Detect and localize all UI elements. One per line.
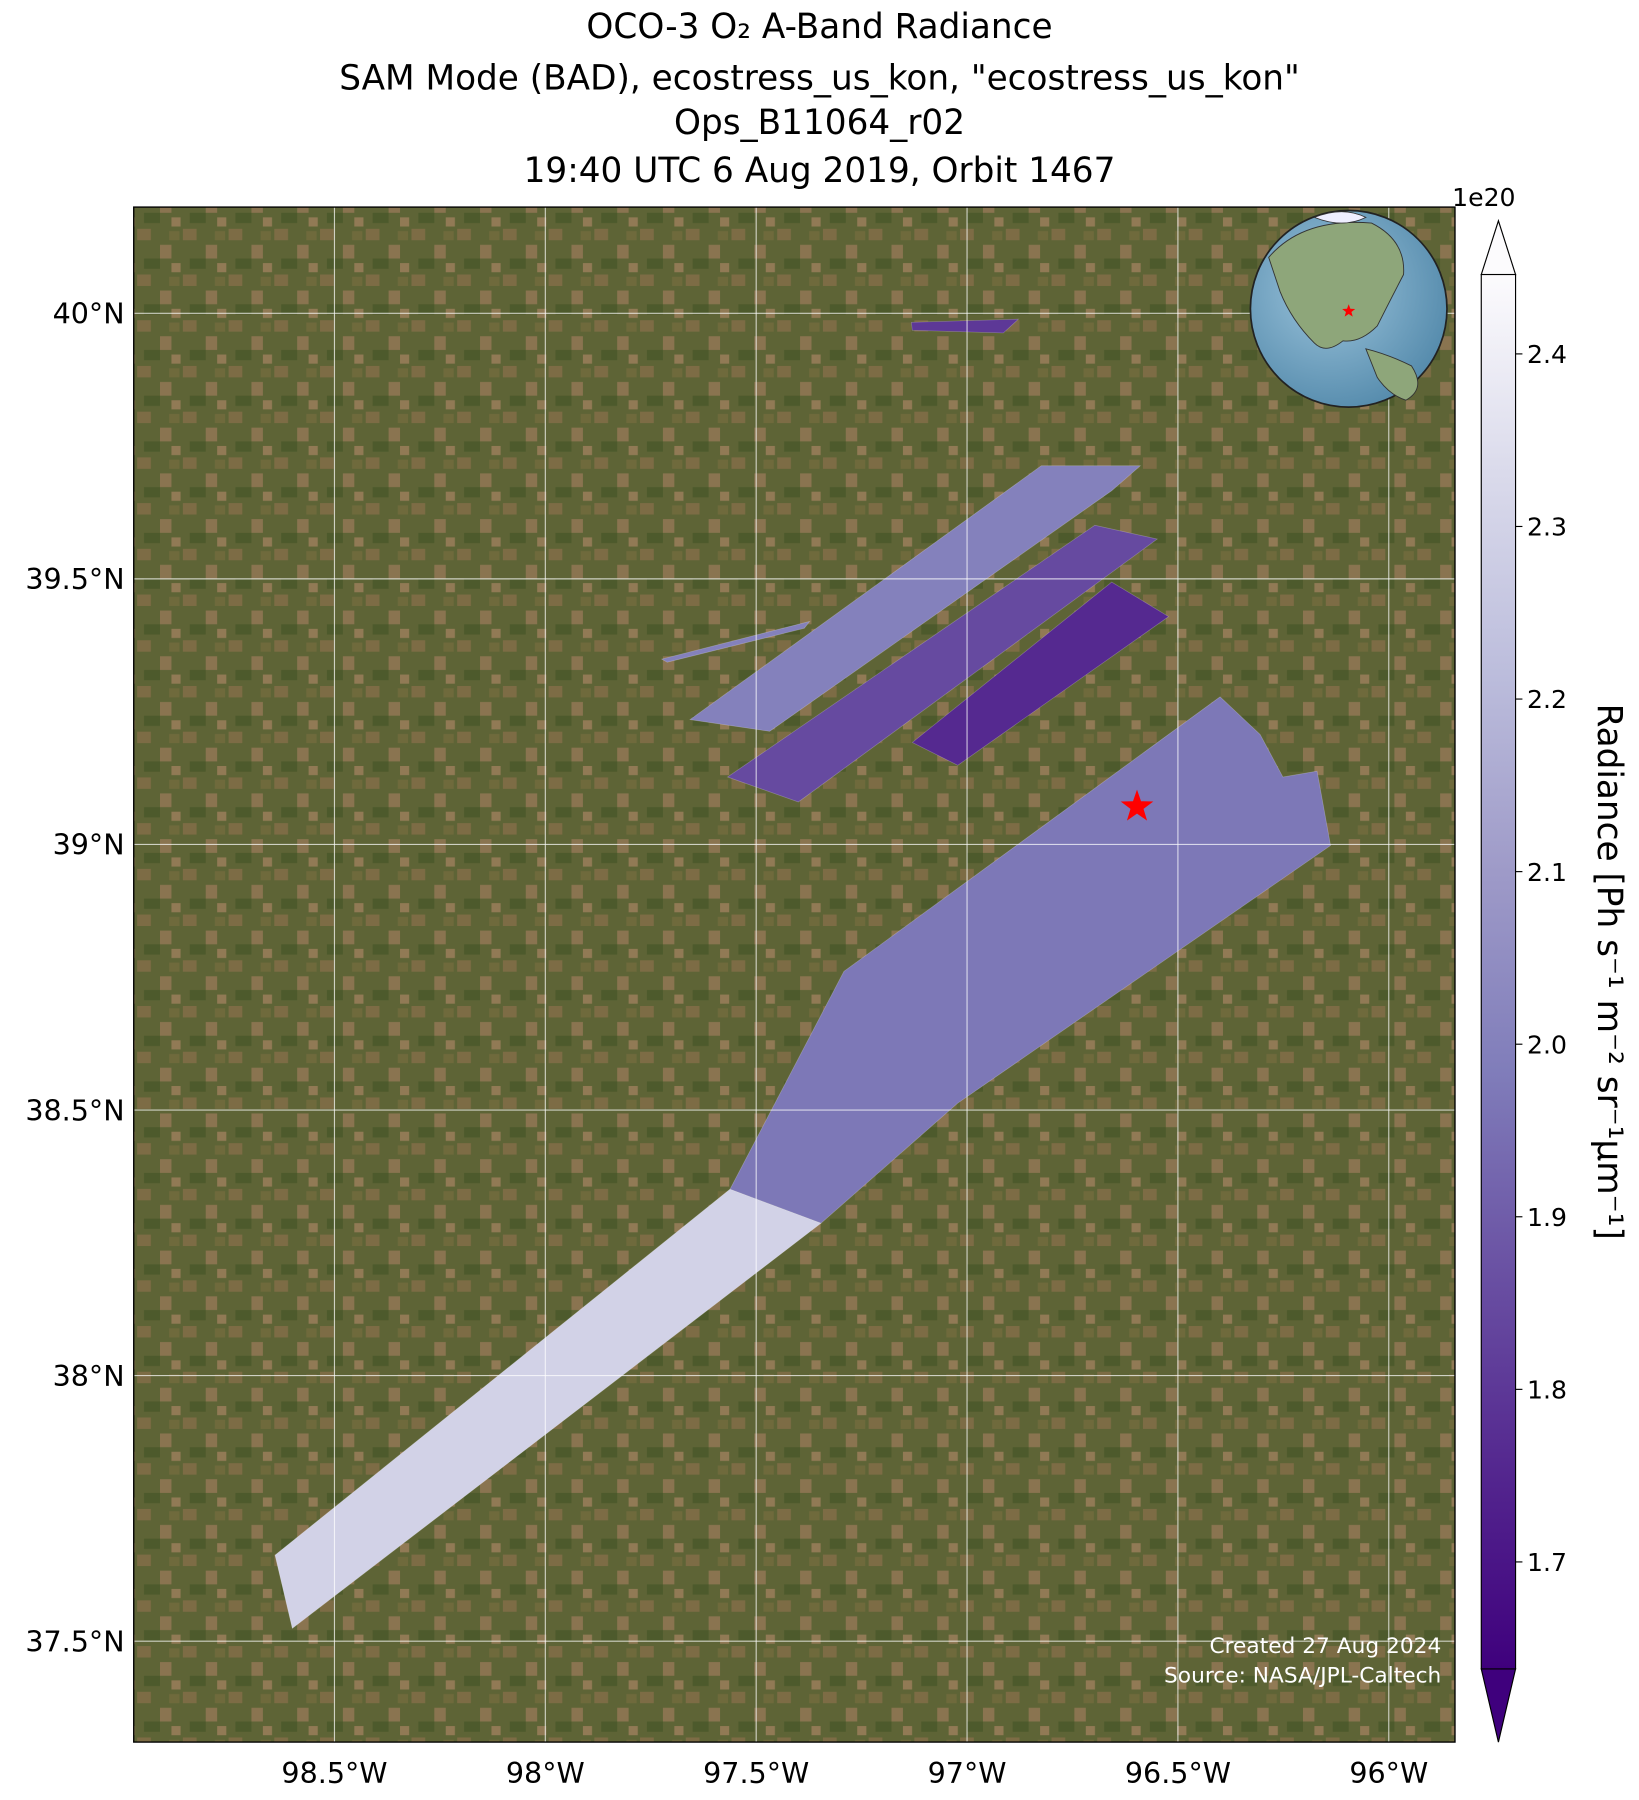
x-tick-label: 98°W xyxy=(506,1756,585,1790)
x-tick-label: 97°W xyxy=(928,1756,1007,1790)
y-tick-label: 37.5°N xyxy=(25,1624,124,1658)
colorbar-extend-high xyxy=(1480,218,1517,276)
target-marker xyxy=(1120,789,1154,821)
colorbar xyxy=(1480,273,1517,1670)
y-tick-label: 39°N xyxy=(53,828,125,862)
swath xyxy=(911,318,1020,334)
swath xyxy=(660,620,811,663)
colorbar-tick-label: 2.2 xyxy=(1527,685,1567,714)
colorbar-tick-label: 2.3 xyxy=(1527,513,1567,542)
map-area xyxy=(133,207,1455,1743)
x-tick-label: 96.5°W xyxy=(1125,1756,1231,1790)
title-line: SAM Mode (BAD), ecostress_us_kon, "ecost… xyxy=(339,58,1300,98)
swath xyxy=(729,696,1331,1224)
basemap xyxy=(133,207,1455,1743)
title-line: OCO-3 O₂ A-Band Radiance xyxy=(586,7,1052,47)
y-tick-label: 38°N xyxy=(53,1359,125,1393)
colorbar-tick-label: 1.7 xyxy=(1527,1548,1567,1577)
inset-target xyxy=(1342,304,1356,317)
colorbar-extend-low xyxy=(1480,1668,1517,1743)
swath xyxy=(726,524,1159,803)
annotation: Created 27 Aug 2024 xyxy=(1209,1634,1441,1659)
y-tick-label: 39.5°N xyxy=(25,562,124,596)
colorbar-tick-label: 2.4 xyxy=(1527,340,1567,369)
colorbar-tick-label: 1.8 xyxy=(1527,1375,1567,1404)
y-tick-label: 40°N xyxy=(53,297,125,331)
colorbar-tick-label: 2.0 xyxy=(1527,1030,1567,1059)
colorbar-tick-label: 2.1 xyxy=(1527,858,1567,887)
colorbar-tick-label: 1.9 xyxy=(1527,1203,1567,1232)
map-frame xyxy=(133,206,1456,1743)
title-line: Ops_B11064_r02 xyxy=(674,103,965,143)
x-tick-label: 97.5°W xyxy=(703,1756,809,1790)
title-line: 19:40 UTC 6 Aug 2019, Orbit 1467 xyxy=(524,151,1116,191)
x-tick-label: 96°W xyxy=(1349,1756,1428,1790)
annotation: Source: NASA/JPL-Caltech xyxy=(1164,1664,1441,1689)
colorbar-offset: 1e20 xyxy=(1452,183,1515,212)
y-tick-label: 38.5°N xyxy=(25,1093,124,1127)
colorbar-label: Radiance [Ph s⁻¹ m⁻² sr⁻¹μm⁻¹] xyxy=(1589,704,1629,1240)
swath xyxy=(911,581,1170,766)
x-tick-label: 98.5°W xyxy=(281,1756,387,1790)
